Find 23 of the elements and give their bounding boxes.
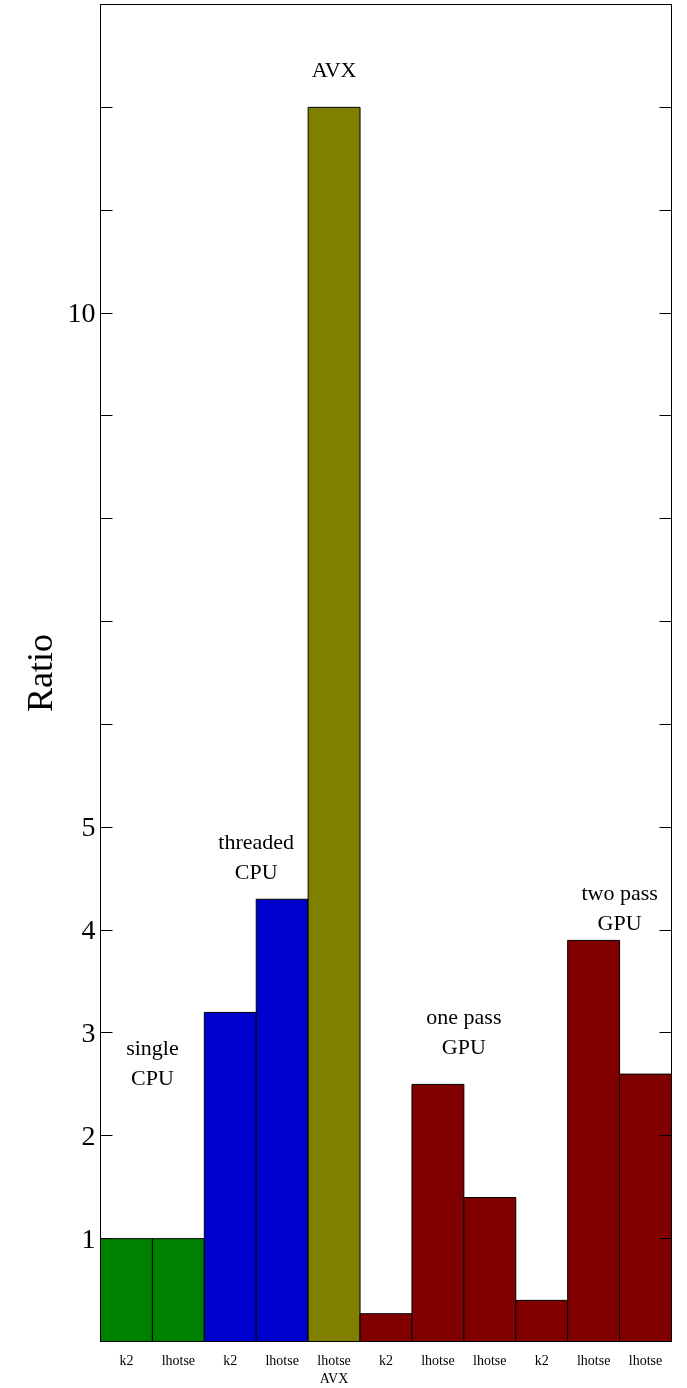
annotation: threaded CPU (218, 828, 295, 884)
x-tick-label: lhotse (628, 1352, 663, 1368)
x-tick-label: lhotse (473, 1352, 507, 1368)
x-tick-label: k2 (119, 1352, 134, 1368)
y-tick-label: 2 (81, 1119, 96, 1151)
annotation: two pass GPU (581, 880, 658, 936)
x-tick-label: lhotse (161, 1352, 196, 1368)
x-tick-label: k2 (223, 1352, 238, 1368)
y-tick-label: 5 (81, 811, 96, 843)
x-tick-label: k2 (534, 1352, 549, 1368)
y-tick-label: 10 (67, 297, 96, 329)
y-axis-title: Ratio (19, 634, 60, 712)
y-tick-label: 4 (81, 914, 96, 946)
x-tick-label: lhotse (576, 1352, 611, 1368)
annotation: AVX (311, 56, 357, 82)
x-tick-label: lhotse AVX (317, 1352, 351, 1386)
annotation: single CPU (126, 1034, 179, 1090)
annotation: one pass GPU (426, 1003, 502, 1059)
y-tick-label: 1 (81, 1222, 96, 1254)
x-tick-label: lhotse (421, 1352, 455, 1368)
y-tick-label: 3 (81, 1016, 96, 1048)
x-tick-label: lhotse (265, 1352, 299, 1368)
x-tick-label: k2 (379, 1352, 393, 1368)
